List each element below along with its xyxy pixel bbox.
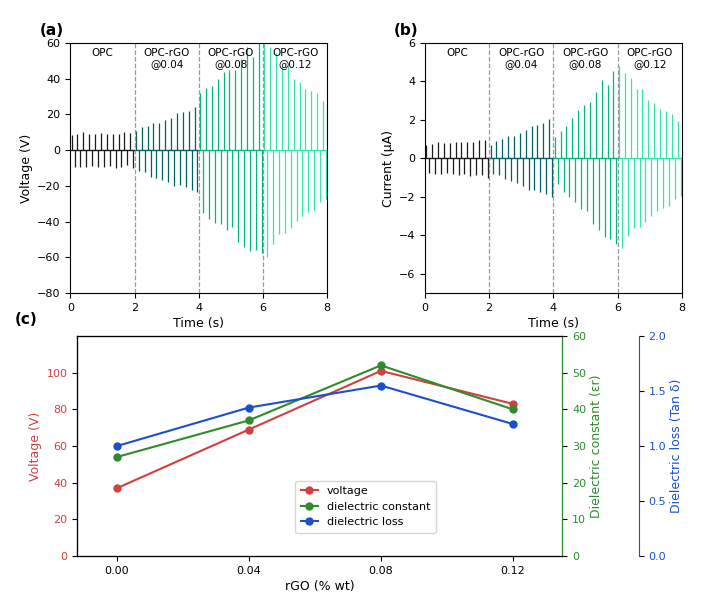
X-axis label: Time (s): Time (s) [528,317,579,330]
Text: OPC: OPC [91,48,113,58]
Y-axis label: Dielectric loss (Tan δ): Dielectric loss (Tan δ) [671,379,683,513]
Legend: voltage, dielectric constant, dielectric loss: voltage, dielectric constant, dielectric… [295,481,436,533]
Y-axis label: Voltage (V): Voltage (V) [20,133,33,203]
X-axis label: Time (s): Time (s) [173,317,224,330]
Text: OPC-rGO
@0.04: OPC-rGO @0.04 [143,48,190,70]
Y-axis label: Current (μA): Current (μA) [382,130,394,207]
Y-axis label: Dielectric constant (εr): Dielectric constant (εr) [591,375,603,518]
Text: OPC-rGO
@0.08: OPC-rGO @0.08 [562,48,609,70]
Text: OPC-rGO
@0.08: OPC-rGO @0.08 [207,48,254,70]
Text: OPC-rGO
@0.12: OPC-rGO @0.12 [272,48,318,70]
Y-axis label: Voltage (V): Voltage (V) [30,411,42,481]
Text: OPC: OPC [446,48,468,58]
Text: (a): (a) [39,23,63,38]
Text: (c): (c) [14,312,37,327]
Text: (b): (b) [394,23,419,38]
X-axis label: rGO (% wt): rGO (% wt) [285,580,355,593]
Text: OPC-rGO
@0.04: OPC-rGO @0.04 [498,48,545,70]
Text: OPC-rGO
@0.12: OPC-rGO @0.12 [626,48,673,70]
